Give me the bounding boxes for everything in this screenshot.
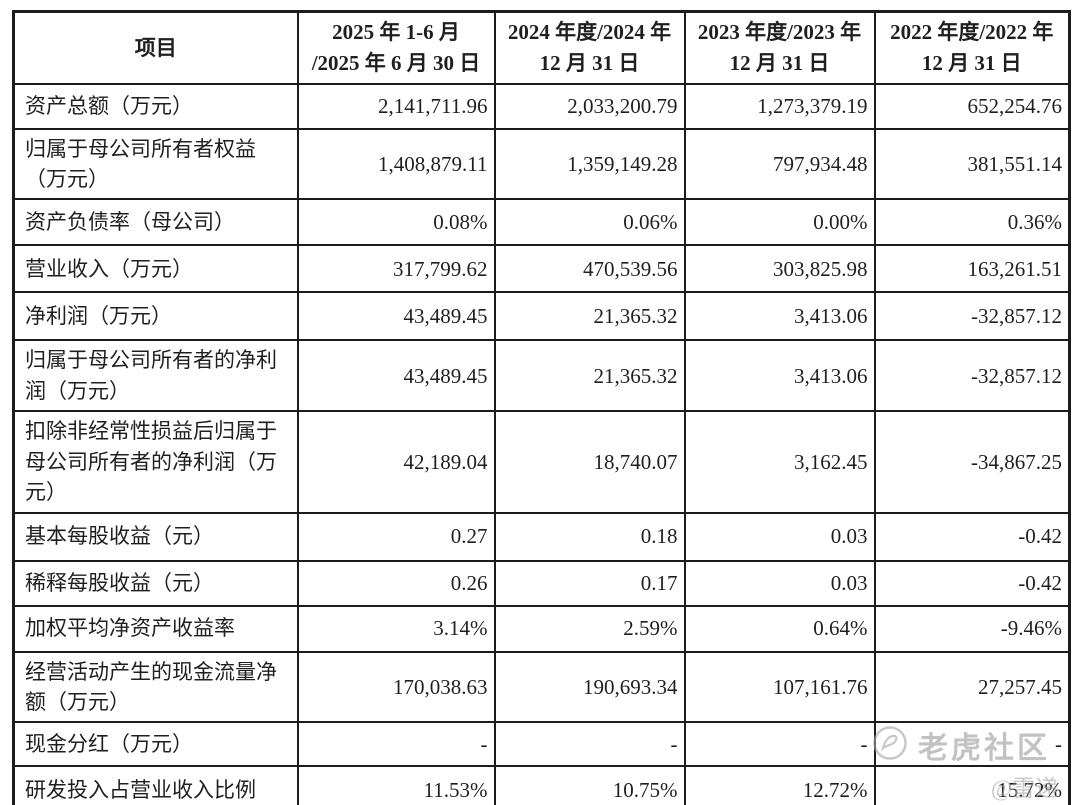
row-value: 163,261.51 (873, 244, 1071, 294)
row-value: 27,257.45 (873, 650, 1071, 724)
table-row: 净利润（万元） 43,489.45 21,365.32 3,413.06 -32… (12, 291, 1071, 342)
column-header-item: 项目 (12, 10, 299, 85)
row-label: 扣除非经常性损益后归属于母公司所有者的净利润（万元） (12, 410, 299, 514)
column-header-line: 2022 年度/2022 年 (890, 20, 1054, 45)
row-value: 303,825.98 (683, 244, 876, 294)
row-value: 15.72% (873, 765, 1071, 805)
row-value: 470,539.56 (493, 244, 686, 294)
column-header-2024: 2024 年度/2024 年 12 月 31 日 (493, 10, 686, 85)
row-label: 营业收入（万元） (12, 244, 299, 294)
row-value: 12.72% (683, 765, 876, 805)
table-header-row: 项目 2025 年 1-6 月 /2025 年 6 月 30 日 2024 年度… (12, 10, 1071, 85)
row-value: 18,740.07 (493, 410, 686, 514)
row-value: 0.36% (873, 198, 1071, 247)
row-value: 190,693.34 (493, 650, 686, 724)
row-value: -34,867.25 (873, 410, 1071, 514)
column-header-2022: 2022 年度/2022 年 12 月 31 日 (873, 10, 1071, 85)
table-row: 归属于母公司所有者的净利润（万元） 43,489.45 21,365.32 3,… (12, 339, 1071, 413)
table-row: 经营活动产生的现金流量净额（万元） 170,038.63 190,693.34 … (12, 650, 1071, 724)
table-row: 扣除非经常性损益后归属于母公司所有者的净利润（万元） 42,189.04 18,… (12, 410, 1071, 514)
table-row: 营业收入（万元） 317,799.62 470,539.56 303,825.9… (12, 244, 1071, 294)
row-value: - (873, 721, 1071, 768)
row-value: -32,857.12 (873, 291, 1071, 342)
column-header-line: 2024 年度/2024 年 (507, 20, 672, 45)
table-row: 基本每股收益（元） 0.27 0.18 0.03 -0.42 (12, 511, 1071, 562)
table-row: 资产负债率（母公司） 0.08% 0.06% 0.00% 0.36% (12, 198, 1071, 247)
row-value: - (493, 721, 686, 768)
row-value: -0.42 (873, 511, 1071, 562)
row-label: 基本每股收益（元） (12, 511, 299, 562)
row-value: 21,365.32 (493, 291, 686, 342)
row-value: 0.00% (683, 198, 876, 247)
row-value: 42,189.04 (296, 410, 496, 514)
table-row: 加权平均净资产收益率 3.14% 2.59% 0.64% -9.46% (12, 604, 1071, 653)
column-header-2025: 2025 年 1-6 月 /2025 年 6 月 30 日 (296, 10, 496, 85)
column-header-line: 2025 年 1-6 月 (332, 20, 460, 45)
row-value: 0.27 (296, 511, 496, 562)
row-value: 0.03 (683, 559, 876, 607)
row-value: 2,033,200.79 (493, 82, 686, 130)
row-value: 170,038.63 (296, 650, 496, 724)
row-value: 0.18 (493, 511, 686, 562)
row-value: 3.14% (296, 604, 496, 653)
row-value: 652,254.76 (873, 82, 1071, 130)
row-value: 381,551.14 (873, 127, 1071, 201)
row-value: 1,408,879.11 (296, 127, 496, 201)
row-value: 0.08% (296, 198, 496, 247)
column-header-2023: 2023 年度/2023 年 12 月 31 日 (683, 10, 876, 85)
row-value: 10.75% (493, 765, 686, 805)
column-header-line: 12 月 31 日 (921, 50, 1022, 75)
row-value: -0.42 (873, 559, 1071, 607)
row-value: 0.26 (296, 559, 496, 607)
row-value: -9.46% (873, 604, 1071, 653)
row-value: 317,799.62 (296, 244, 496, 294)
column-header-line: /2025 年 6 月 30 日 (311, 50, 481, 75)
row-value: 0.03 (683, 511, 876, 562)
row-label: 归属于母公司所有者的净利润（万元） (12, 339, 299, 413)
row-value: 1,359,149.28 (493, 127, 686, 201)
row-label: 归属于母公司所有者权益（万元） (12, 127, 299, 201)
row-value: 2.59% (493, 604, 686, 653)
row-value: -32,857.12 (873, 339, 1071, 413)
row-value: 797,934.48 (683, 127, 876, 201)
table-row: 稀释每股收益（元） 0.26 0.17 0.03 -0.42 (12, 559, 1071, 607)
row-value: 43,489.45 (296, 291, 496, 342)
row-label: 经营活动产生的现金流量净额（万元） (12, 650, 299, 724)
row-value: 0.06% (493, 198, 686, 247)
column-header-line: 12 月 31 日 (539, 50, 640, 75)
row-label: 加权平均净资产收益率 (12, 604, 299, 653)
row-value: 1,273,379.19 (683, 82, 876, 130)
row-value: 43,489.45 (296, 339, 496, 413)
row-label: 资产负债率（母公司） (12, 198, 299, 247)
column-header-line: 12 月 31 日 (729, 50, 830, 75)
row-value: 107,161.76 (683, 650, 876, 724)
row-value: 21,365.32 (493, 339, 686, 413)
row-value: 3,162.45 (683, 410, 876, 514)
row-value: - (683, 721, 876, 768)
table-row: 研发投入占营业收入比例 11.53% 10.75% 12.72% 15.72% (12, 765, 1071, 805)
row-value: 11.53% (296, 765, 496, 805)
row-value: 3,413.06 (683, 339, 876, 413)
table-row: 现金分红（万元） - - - - (12, 721, 1071, 768)
row-value: 2,141,711.96 (296, 82, 496, 130)
row-value: - (296, 721, 496, 768)
table-row: 资产总额（万元） 2,141,711.96 2,033,200.79 1,273… (12, 82, 1071, 130)
column-header-line: 2023 年度/2023 年 (697, 20, 862, 45)
row-label: 现金分红（万元） (12, 721, 299, 768)
row-label: 稀释每股收益（元） (12, 559, 299, 607)
row-label: 资产总额（万元） (12, 82, 299, 130)
row-label: 净利润（万元） (12, 291, 299, 342)
financial-summary-table: 项目 2025 年 1-6 月 /2025 年 6 月 30 日 2024 年度… (12, 10, 1071, 805)
row-value: 0.64% (683, 604, 876, 653)
table-row: 归属于母公司所有者权益（万元） 1,408,879.11 1,359,149.2… (12, 127, 1071, 201)
row-value: 3,413.06 (683, 291, 876, 342)
row-value: 0.17 (493, 559, 686, 607)
row-label: 研发投入占营业收入比例 (12, 765, 299, 805)
